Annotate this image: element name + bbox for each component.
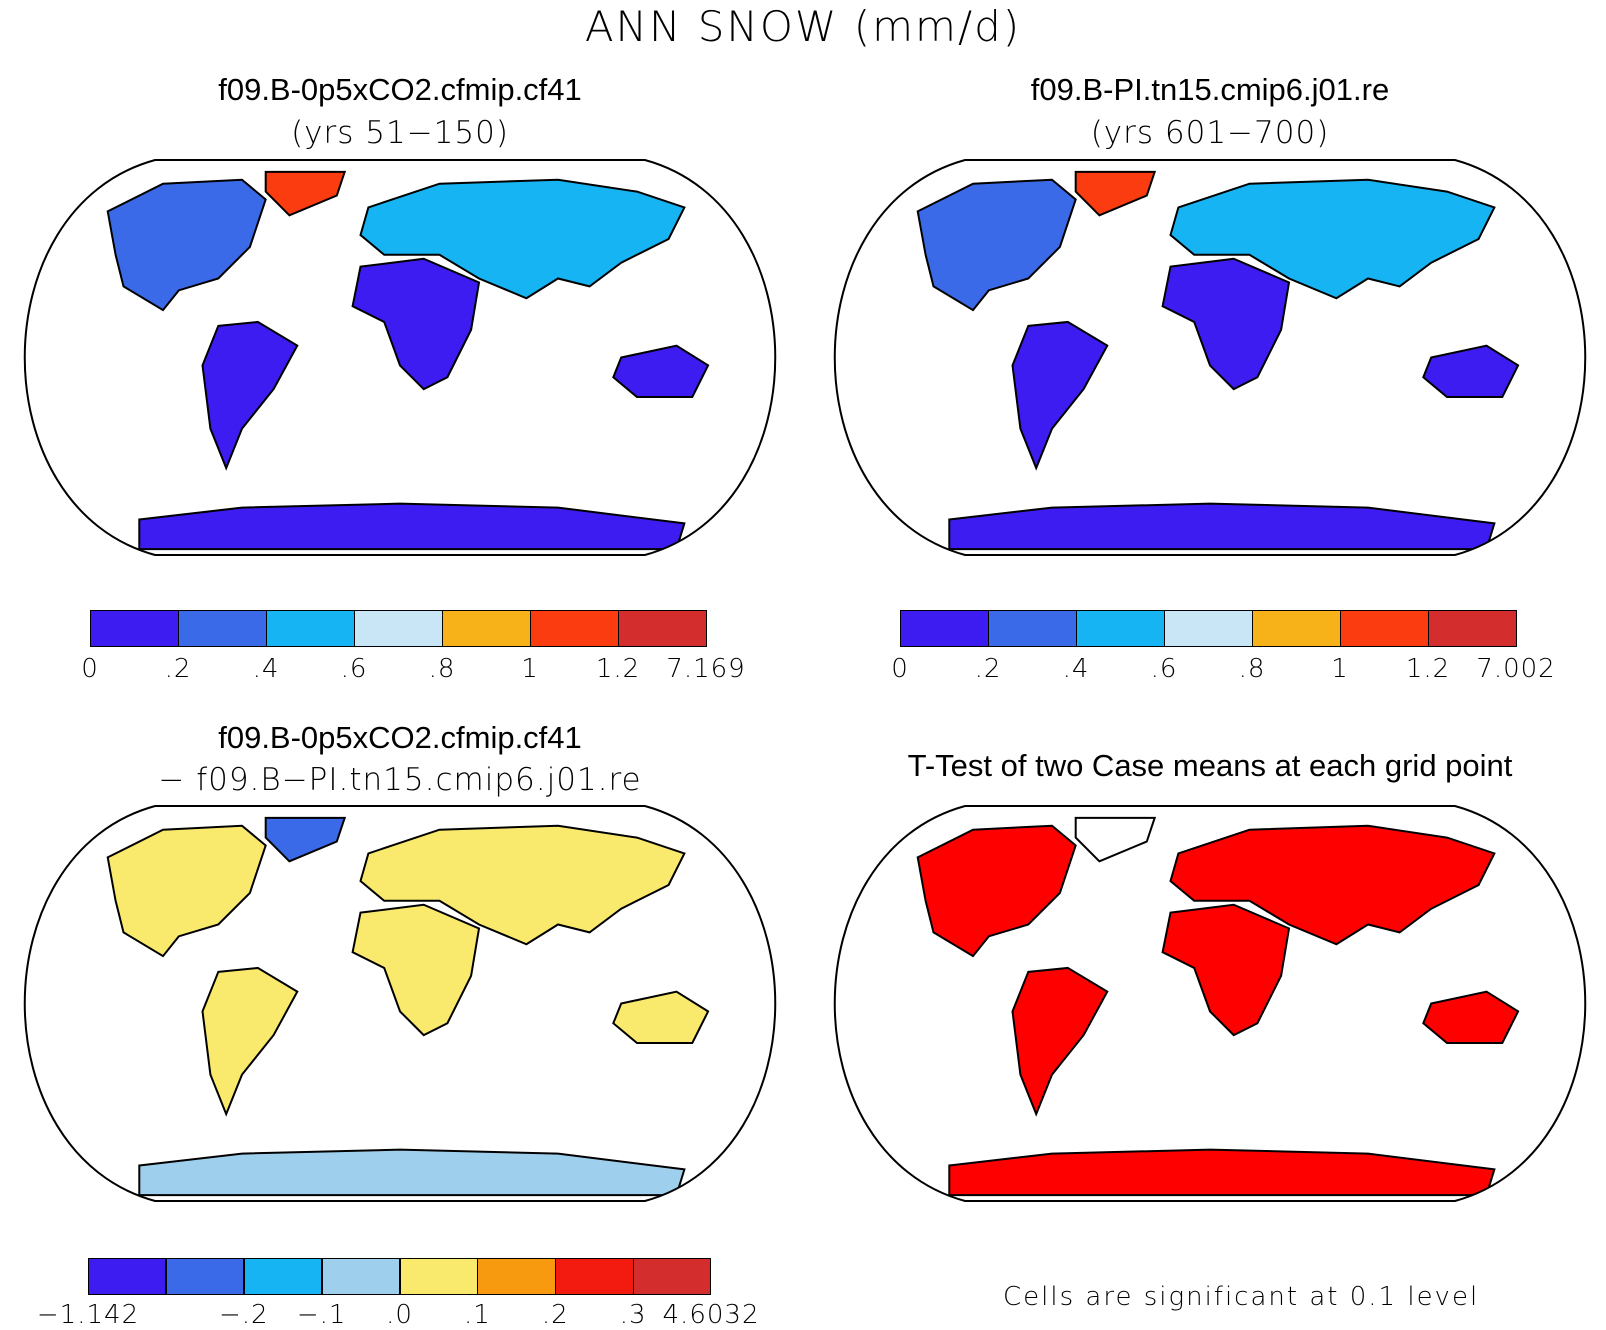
map-ttest-panel: [833, 805, 1587, 1202]
map-ttest-panel-samerica: [1011, 966, 1109, 1117]
colorbar-tick-label: .6: [1150, 654, 1178, 684]
colorbar-swatch: [90, 610, 179, 647]
map-case1-panel-africa: [351, 257, 481, 391]
colorbar-case2-ticks: 0 .2 .4 .6 .8 1 1.2 7.002: [891, 654, 1554, 684]
colorbar-swatch: [530, 610, 619, 647]
colorbar-tick-label: .4: [252, 654, 280, 684]
colorbar-tick-label: .8: [428, 654, 456, 684]
map-diff-panel-samerica: [201, 966, 299, 1117]
colorbar-tick-label: .0: [386, 1300, 413, 1330]
colorbar-case2: [900, 610, 1517, 647]
map-diff-panel-eurasia: [359, 824, 686, 946]
colorbar-swatch: [1428, 610, 1517, 647]
colorbar-tick-label: 1: [1331, 654, 1349, 684]
colorbar-swatch: [88, 1258, 167, 1295]
colorbar-tick-label: .2: [974, 654, 1002, 684]
colorbar-diff: [88, 1258, 712, 1295]
colorbar-tick-label: 0: [891, 654, 909, 684]
colorbar-swatch: [477, 1258, 556, 1295]
map-ttest-panel-africa: [1161, 903, 1291, 1037]
map-case2-panel-namerica: [916, 178, 1077, 312]
colorbar-tick-label: .3: [619, 1300, 647, 1330]
map-case1-panel-samerica: [201, 320, 299, 471]
colorbar-swatch: [618, 610, 707, 647]
case2-subtitle: (yrs 601−700): [1090, 115, 1330, 151]
colorbar-swatch: [1252, 610, 1341, 647]
map-diff-panel: [23, 805, 777, 1202]
colorbar-swatch: [399, 1258, 478, 1295]
colorbar-swatch: [1164, 610, 1253, 647]
diff-title: f09.B-0p5xCO2.cfmip.cf41: [218, 720, 582, 755]
map-case2-panel-eurasia: [1169, 178, 1496, 300]
ttest-note: Cells are significant at 0.1 level: [1003, 1282, 1480, 1312]
map-ttest-panel-namerica: [916, 824, 1077, 958]
colorbar-swatch: [354, 610, 443, 647]
colorbar-swatch: [178, 610, 267, 647]
map-case2-panel-africa: [1161, 257, 1291, 391]
colorbar-tick-label: .4: [1062, 654, 1090, 684]
colorbar-tick-label: 1.2: [595, 654, 641, 684]
map-diff-panel-greenland: [264, 816, 347, 863]
colorbar-tick-label: 7.002: [1476, 654, 1556, 684]
colorbar-diff-ticks: −1.142 −.2 −.1 .0 .1 .2 .3 4.6032: [37, 1300, 759, 1330]
colorbar-tick-label: −.2: [218, 1300, 269, 1330]
diff-subtitle: − f09.B−PI.tn15.cmip6.j01.re: [158, 762, 642, 798]
figure-title: ANN SNOW (mm/d): [584, 2, 1022, 51]
map-case1-panel: [23, 159, 777, 556]
colorbar-swatch: [1076, 610, 1165, 647]
map-case1-panel-australia: [612, 344, 710, 398]
colorbar-tick-label: .2: [164, 654, 192, 684]
map-case1-panel-greenland: [264, 170, 347, 217]
colorbar-swatch: [321, 1258, 400, 1295]
map-ttest-panel-antarctica: [948, 1148, 1496, 1197]
colorbar-swatch: [266, 610, 355, 647]
colorbar-tick-label: .2: [541, 1300, 569, 1330]
map-case2-panel-australia: [1422, 344, 1520, 398]
colorbar-tick-label: .6: [340, 654, 368, 684]
map-diff-panel-namerica: [106, 824, 267, 958]
map-ttest-panel-eurasia: [1169, 824, 1496, 946]
map-ttest-panel-greenland: [1074, 816, 1157, 863]
map-case2-panel: [833, 159, 1587, 556]
map-case2-panel-samerica: [1011, 320, 1109, 471]
map-case2-panel-greenland: [1074, 170, 1157, 217]
colorbar-case1: [90, 610, 707, 647]
colorbar-tick-label: 7.169: [666, 654, 746, 684]
map-case1-panel-eurasia: [359, 178, 686, 300]
colorbar-case1-ticks: 0 .2 .4 .6 .8 1 1.2 7.169: [81, 654, 744, 684]
colorbar-tick-label: −1.142: [36, 1300, 140, 1330]
map-diff-panel-australia: [612, 990, 710, 1044]
colorbar-swatch: [900, 610, 989, 647]
case2-title: f09.B-PI.tn15.cmip6.j01.re: [1030, 72, 1390, 107]
colorbar-tick-label: −.1: [296, 1300, 347, 1330]
colorbar-tick-label: 0: [81, 654, 99, 684]
map-ttest-panel-australia: [1422, 990, 1520, 1044]
map-case1-panel-namerica: [106, 178, 267, 312]
colorbar-swatch: [243, 1258, 323, 1295]
colorbar-swatch: [633, 1258, 712, 1295]
colorbar-tick-label: 4.6032: [662, 1300, 760, 1330]
map-case2-panel-antarctica: [948, 502, 1496, 551]
colorbar-tick-label: .1: [463, 1300, 491, 1330]
colorbar-swatch: [165, 1258, 245, 1295]
map-case1-panel-antarctica: [138, 502, 686, 551]
case1-title: f09.B-0p5xCO2.cfmip.cf41: [218, 72, 582, 107]
colorbar-swatch: [1340, 610, 1429, 647]
ttest-title: T-Test of two Case means at each grid po…: [907, 748, 1513, 783]
map-diff-panel-africa: [351, 903, 481, 1037]
colorbar-swatch: [442, 610, 531, 647]
colorbar-tick-label: 1: [521, 654, 539, 684]
map-diff-panel-antarctica: [138, 1148, 686, 1197]
colorbar-tick-label: 1.2: [1405, 654, 1451, 684]
case1-subtitle: (yrs 51−150): [291, 115, 509, 151]
colorbar-swatch: [555, 1258, 634, 1295]
colorbar-swatch: [988, 610, 1077, 647]
colorbar-tick-label: .8: [1238, 654, 1266, 684]
